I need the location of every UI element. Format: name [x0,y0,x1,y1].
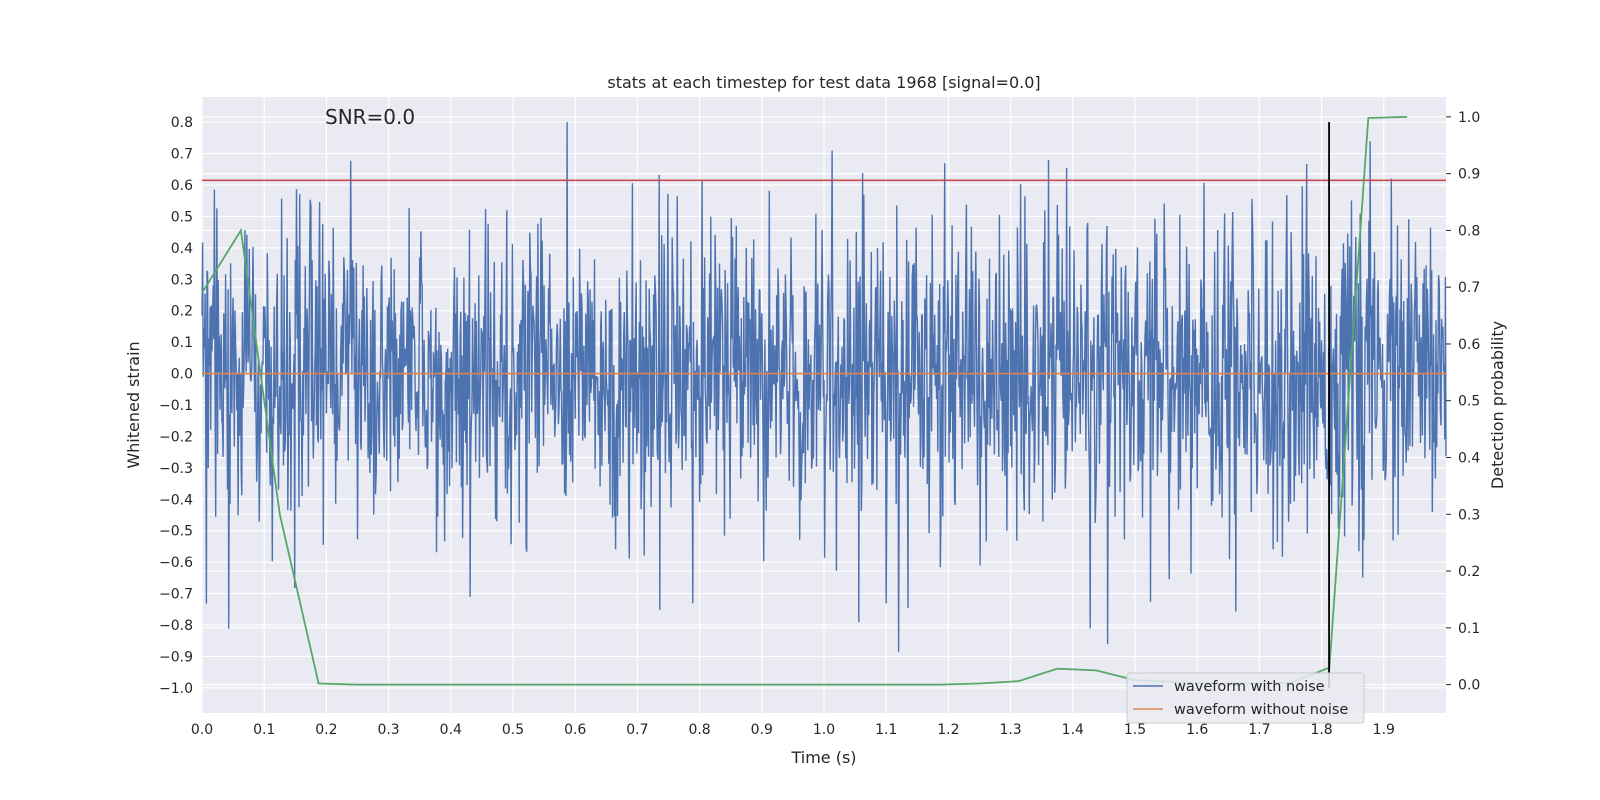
legend: waveform with noise waveform without noi… [1126,672,1365,724]
x-axis-title: Time (s) [790,748,856,767]
x-tick-label: 0.6 [564,722,586,738]
x-tick-label: 0.0 [191,722,213,738]
y-axis-left-ticks: 0.8 0.7 0.6 0.5 0.4 0.3 0.2 0.1 0.0 −0.1 −0.2 −0.3 −… [159,115,193,697]
y-right-tick-label: 0.7 [1458,280,1480,296]
y-axis-right-ticks: 1.0 0.9 0.8 0.7 0.6 0.5 0.4 0.3 0.2 0.1 0.0 [1446,110,1480,694]
y-left-tick-label: −1.0 [159,681,193,697]
x-tick-label: 1.3 [999,722,1021,738]
y-left-tick-label: −0.1 [159,398,193,414]
legend-label-clean: waveform without noise [1174,702,1348,718]
y-right-tick-label: 0.5 [1458,394,1480,410]
y-left-tick-label: −0.4 [159,492,193,508]
x-tick-label: 0.5 [502,722,524,738]
y-right-tick-label: 0.2 [1458,564,1480,580]
y-left-tick-label: −0.8 [159,618,193,634]
y-axis-left-title: Whitened strain [124,341,143,468]
x-tick-label: 1.5 [1124,722,1146,738]
y-right-tick-label: 0.9 [1458,167,1480,183]
legend-box [1126,672,1365,724]
grid [201,97,1446,713]
x-tick-label: 0.3 [377,722,399,738]
y-left-tick-label: −0.9 [159,649,193,665]
y-left-tick-label: 0.4 [171,241,193,257]
y-left-tick-label: −0.6 [159,555,193,571]
y-right-tick-label: 0.3 [1458,507,1480,523]
x-tick-label: 0.9 [751,722,773,738]
y-right-tick-label: 1.0 [1458,110,1480,126]
y-left-tick-label: 0.3 [171,272,193,288]
series-waveform-with-noise [201,122,1447,652]
chart-title: stats at each timestep for test data 196… [607,73,1040,92]
y-left-tick-label: 0.0 [171,367,193,383]
x-tick-label: 1.8 [1310,722,1332,738]
x-tick-label: 1.7 [1248,722,1270,738]
x-tick-label: 0.7 [626,722,648,738]
y-left-tick-label: 0.5 [171,209,193,225]
x-tick-label: 0.1 [253,722,275,738]
y-left-tick-label: −0.2 [159,429,193,445]
x-tick-label: 0.8 [688,722,710,738]
y-right-tick-label: 0.8 [1458,223,1480,239]
y-left-tick-label: 0.6 [171,178,193,194]
y-right-tick-label: 0.6 [1458,337,1480,353]
y-left-tick-label: 0.8 [171,115,193,131]
legend-label-noise: waveform with noise [1174,679,1325,695]
y-left-tick-label: 0.1 [171,335,193,351]
y-right-tick-label: 0.4 [1458,451,1480,467]
y-left-tick-label: −0.5 [159,524,193,540]
y-left-tick-label: −0.3 [159,461,193,477]
y-left-tick-label: 0.7 [171,147,193,163]
x-tick-label: 1.2 [937,722,959,738]
y-left-tick-label: −0.7 [159,587,193,603]
x-tick-label: 0.4 [440,722,462,738]
x-tick-label: 1.1 [875,722,897,738]
x-tick-label: 1.6 [1186,722,1208,738]
y-right-tick-label: 0.0 [1458,678,1480,694]
x-tick-label: 1.9 [1373,722,1395,738]
y-right-tick-label: 0.1 [1458,621,1480,637]
x-tick-label: 1.4 [1062,722,1084,738]
x-axis-ticks: 0.0 0.1 0.2 0.3 0.4 0.5 0.6 0.7 0.8 0.9 1.0 1.1 1.2 1… [191,722,1395,738]
snr-annotation: SNR=0.0 [325,105,415,129]
x-tick-label: 0.2 [315,722,337,738]
y-left-tick-label: 0.2 [171,304,193,320]
y-axis-right-title: Detection probability [1488,321,1507,489]
x-tick-label: 1.0 [813,722,835,738]
